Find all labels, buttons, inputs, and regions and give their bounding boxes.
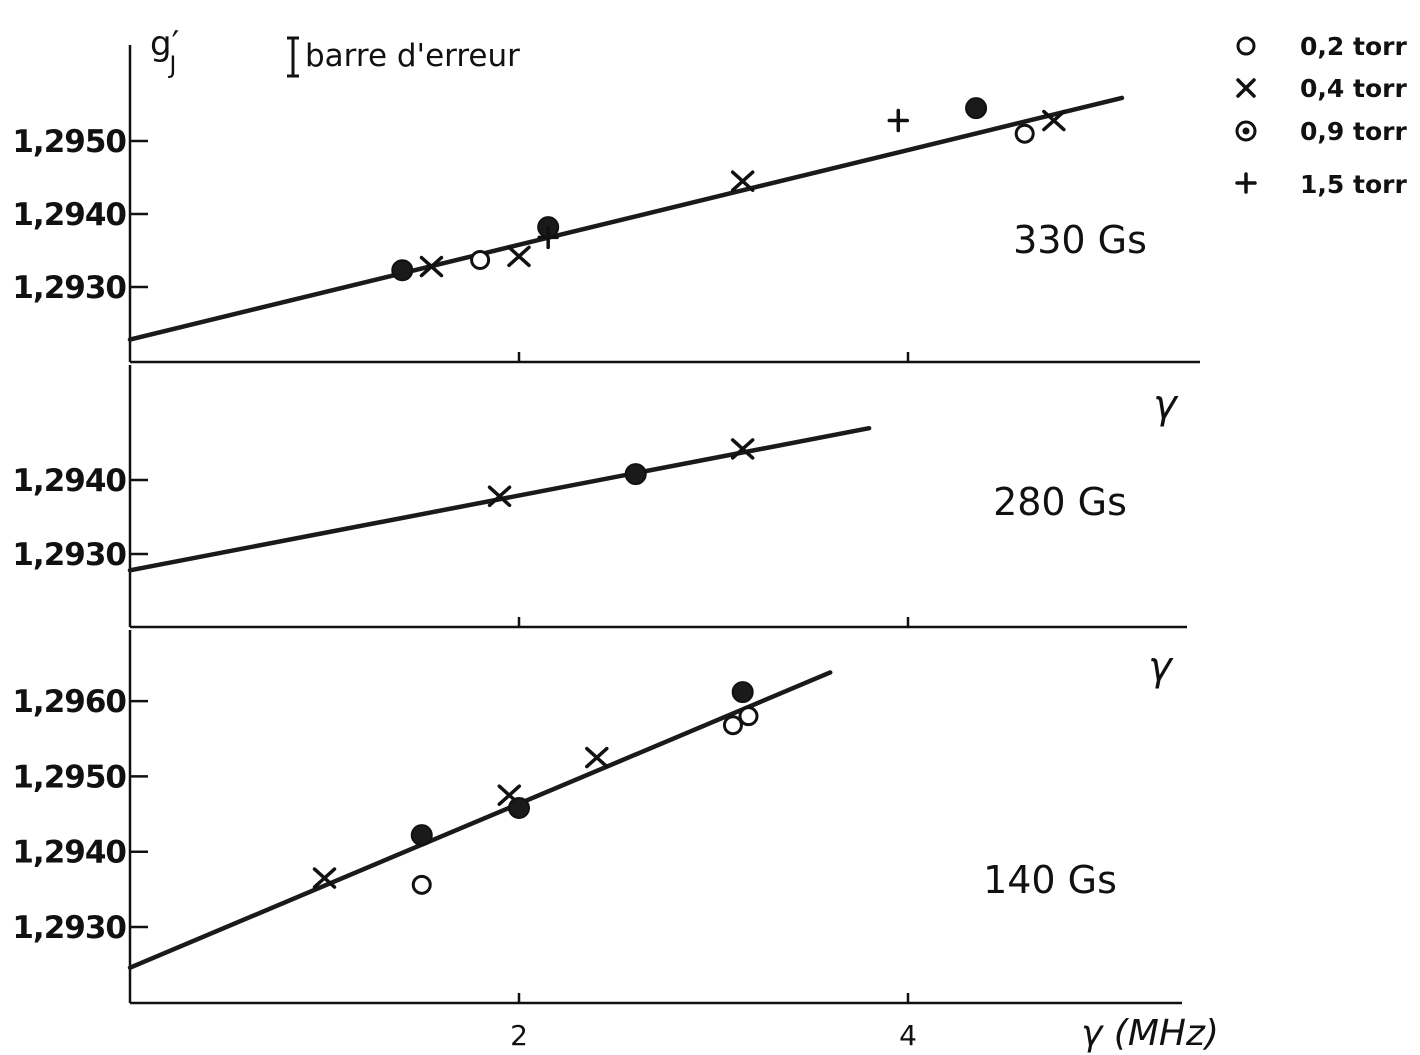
x-axis-label: γ [1148, 644, 1174, 690]
legend-label: 0,4 torr [1300, 74, 1407, 103]
x-axis-label: γ [1153, 382, 1179, 428]
field-annotation: 280 Gs [993, 480, 1127, 524]
point-filled-circle [391, 259, 414, 282]
point-filled-circle [965, 97, 988, 120]
y-tick-label: 1,2960 [12, 684, 126, 720]
data-points-layer [312, 97, 1066, 895]
point-plus [887, 108, 910, 133]
legend-marker-plus [1235, 172, 1257, 194]
legend-item-1-5-torr: 1,5 torr [1235, 170, 1407, 199]
x-axis-label: γ (MHz) [1081, 1013, 1219, 1054]
point-plus [537, 225, 559, 250]
error-bar-icon [287, 36, 299, 78]
x-stroke [312, 867, 337, 889]
x-stroke [585, 746, 609, 769]
fit-line-bottom [127, 670, 833, 970]
y-tick-label: 1,2940 [12, 835, 126, 871]
point-x [585, 746, 609, 769]
x-tick-label: 2 [510, 1019, 528, 1052]
point-open-circle [722, 715, 743, 736]
x-stroke [1042, 109, 1066, 132]
y-tick-label: 1,2940 [12, 197, 126, 233]
y-tick-label: 1,2930 [12, 270, 126, 306]
x-stroke [507, 245, 531, 268]
x-stroke [730, 170, 755, 192]
y-tick-label: 1,2950 [12, 124, 126, 160]
point-open-circle [411, 874, 432, 895]
point-x [730, 438, 755, 460]
legend: 0,2 torr 0,4 torr 0,9 torr 1,5 torr [1235, 32, 1407, 199]
fit-lines-layer [127, 95, 1125, 970]
x-stroke [730, 438, 755, 460]
point-x [730, 170, 755, 192]
legend-item-0-4-torr: 0,4 torr [1236, 74, 1407, 103]
legend-label: 0,2 torr [1300, 32, 1407, 61]
field-annotation: 330 Gs [1013, 218, 1147, 262]
point-open-circle [738, 706, 759, 727]
y-axis-label: g′ J [150, 24, 179, 79]
point-x [312, 867, 337, 889]
x-stroke [419, 255, 444, 278]
point-x [419, 255, 444, 278]
y-tick-label: 1,2950 [12, 759, 126, 795]
point-x [507, 245, 531, 268]
legend-label: 0,9 torr [1300, 117, 1407, 146]
point-filled-circle [410, 824, 433, 847]
point-filled-circle [624, 463, 647, 486]
x-stroke [487, 485, 512, 508]
point-x [487, 485, 512, 508]
y-tick-label: 1,2940 [12, 463, 126, 499]
field-annotation: 140 Gs [983, 858, 1117, 902]
legend-marker-open-circle [1236, 36, 1256, 56]
fit-line-middle [127, 425, 872, 573]
x-stroke [497, 784, 522, 806]
y-tick-label: 1,2930 [12, 910, 126, 946]
legend-marker-dotted-circle [1235, 120, 1257, 142]
legend-item-0-2-torr: 0,2 torr [1236, 32, 1407, 61]
labels-layer: 1,2930 1,2940 1,2950 330 Gs γ 1,2930 1,2940 280… [12, 124, 1219, 1054]
point-filled-circle [731, 681, 754, 704]
legend-marker-x [1236, 78, 1256, 98]
legend-label: 1,5 torr [1300, 170, 1407, 199]
point-x [1042, 109, 1066, 132]
point-open-circle [470, 249, 491, 270]
error-bar-label: barre d'erreur [305, 38, 520, 74]
x-tick-label: 4 [899, 1019, 917, 1052]
y-tick-label: 1,2930 [12, 537, 126, 573]
point-open-circle [1014, 123, 1035, 144]
legend-item-0-9-torr: 0,9 torr [1235, 117, 1407, 146]
point-filled-circle [508, 797, 530, 820]
axes-layer [128, 45, 1200, 1005]
fit-line-top [127, 95, 1125, 342]
